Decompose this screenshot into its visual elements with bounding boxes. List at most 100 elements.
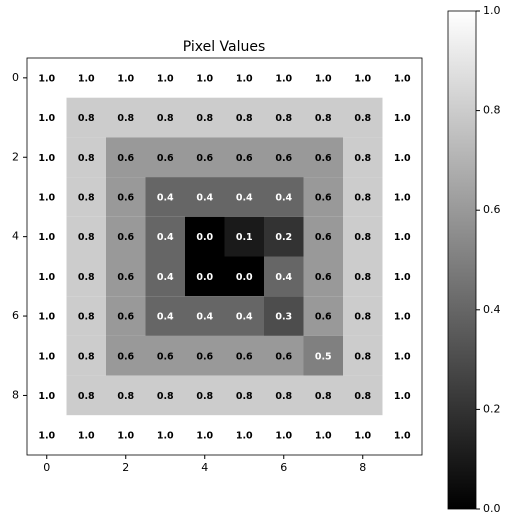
- cell-label: 0.6: [157, 351, 174, 362]
- heatmap-cell: [224, 216, 264, 257]
- heatmap-cell: [382, 415, 422, 455]
- heatmap-cell: [224, 177, 264, 217]
- heatmap-cell: [343, 97, 383, 138]
- plot-frame: [26, 57, 423, 456]
- cell-label: 0.8: [354, 272, 371, 283]
- heatmap-cell: [382, 97, 422, 138]
- cell-label: 0.6: [236, 351, 253, 362]
- cell-label: 0.6: [117, 232, 134, 243]
- heatmap-cell: [303, 296, 343, 336]
- cell-label: 1.0: [78, 431, 95, 442]
- heatmap-cell: [145, 415, 185, 455]
- heatmap-cell: [303, 97, 343, 138]
- cell-label: 0.8: [78, 153, 95, 164]
- heatmap-cell: [303, 256, 343, 297]
- heatmap-cell: [145, 375, 185, 416]
- cell-label: 0.0: [236, 272, 253, 283]
- heatmap-cell: [106, 97, 146, 138]
- heatmap-cell: [224, 58, 264, 98]
- cell-label: 1.0: [394, 431, 411, 442]
- y-tick-label: 8: [12, 388, 19, 401]
- heatmap-cell: [224, 335, 264, 376]
- heatmap-cell: [343, 375, 383, 416]
- heatmap-cell: [343, 137, 383, 178]
- heatmap-cell: [66, 256, 106, 297]
- heatmap-cell: [27, 216, 67, 257]
- cell-label: 0.6: [275, 351, 292, 362]
- heatmap-cell: [27, 256, 67, 297]
- heatmap-cell: [185, 375, 225, 416]
- cell-label: 0.6: [315, 272, 332, 283]
- cell-label: 0.8: [117, 391, 134, 402]
- cell-label: 0.8: [157, 391, 174, 402]
- heatmap-cell: [145, 216, 185, 257]
- cell-label: 0.4: [196, 192, 213, 203]
- colorbar-tick-label: 0.2: [483, 402, 501, 415]
- heatmap-cell: [106, 296, 146, 336]
- heatmap-cell: [382, 216, 422, 257]
- cell-label: 1.0: [315, 73, 332, 84]
- cell-label: 0.6: [315, 312, 332, 323]
- heatmap-cell: [264, 296, 304, 336]
- cell-label: 0.6: [275, 153, 292, 164]
- heatmap-cell: [382, 58, 422, 98]
- heatmap-cell: [145, 137, 185, 178]
- cell-label: 1.0: [354, 73, 371, 84]
- heatmap-cell: [264, 58, 304, 98]
- cell-label: 1.0: [315, 431, 332, 442]
- heatmap-cell: [185, 256, 225, 297]
- cell-label: 0.4: [196, 312, 213, 323]
- heatmap-cell: [343, 296, 383, 336]
- cell-label: 1.0: [38, 153, 55, 164]
- heatmap-cell: [343, 216, 383, 257]
- cell-label: 0.8: [275, 391, 292, 402]
- heatmap-cell: [66, 296, 106, 336]
- y-tick-label: 6: [12, 309, 19, 322]
- colorbar-tick-label: 1.0: [483, 4, 501, 17]
- heatmap-cell: [303, 375, 343, 416]
- heatmap-cell: [145, 296, 185, 336]
- heatmap-cell: [106, 177, 146, 217]
- heatmap-cell: [66, 216, 106, 257]
- cell-label: 1.0: [275, 431, 292, 442]
- y-tick-label: 2: [12, 150, 19, 163]
- cell-label: 0.8: [354, 192, 371, 203]
- cell-label: 0.4: [157, 272, 174, 283]
- cell-label: 0.8: [117, 113, 134, 124]
- cell-label: 1.0: [236, 73, 253, 84]
- heatmap-cell: [27, 97, 67, 138]
- cell-label: 0.4: [275, 192, 292, 203]
- heatmap-cell: [145, 256, 185, 297]
- y-tick-label: 4: [12, 230, 19, 243]
- cell-label: 0.8: [354, 232, 371, 243]
- x-tick-label: 0: [43, 461, 50, 474]
- cell-label: 0.6: [117, 153, 134, 164]
- cell-label: 0.3: [275, 312, 292, 323]
- heatmap-cell: [27, 335, 67, 376]
- heatmap-cell: [264, 216, 304, 257]
- heatmap-cell: [145, 97, 185, 138]
- heatmap-cell: [185, 216, 225, 257]
- cell-label: 1.0: [117, 73, 134, 84]
- cell-label: 1.0: [394, 192, 411, 203]
- cell-label: 0.8: [236, 113, 253, 124]
- heatmap-cell: [264, 97, 304, 138]
- heatmap-cell: [66, 97, 106, 138]
- heatmap-cell: [185, 58, 225, 98]
- cell-label: 0.8: [354, 312, 371, 323]
- heatmap-cell: [264, 137, 304, 178]
- heatmap-cell: [185, 296, 225, 336]
- heatmap-cell: [343, 58, 383, 98]
- colorbar-tick-label: 0.0: [483, 502, 501, 515]
- heatmap-cell: [224, 137, 264, 178]
- cell-label: 0.8: [275, 113, 292, 124]
- cell-label: 0.8: [354, 351, 371, 362]
- cell-label: 1.0: [196, 73, 213, 84]
- cell-label: 0.6: [117, 312, 134, 323]
- heatmap-cell: [145, 58, 185, 98]
- heatmap-cell: [343, 415, 383, 455]
- heatmap-cell: [382, 177, 422, 217]
- heatmap-cell: [303, 137, 343, 178]
- cell-label: 0.8: [78, 192, 95, 203]
- cell-label: 0.6: [196, 153, 213, 164]
